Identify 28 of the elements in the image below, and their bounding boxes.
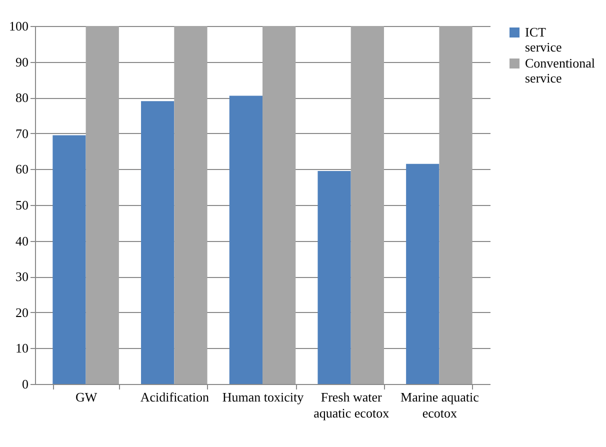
legend-label: ICT service [525, 24, 562, 54]
y-tick-label: 40 [16, 233, 28, 248]
x-tick-label: Human toxicity [222, 390, 304, 404]
bar [86, 26, 119, 384]
y-tick-label: 100 [9, 18, 28, 34]
x-tick-label: Marine aquatic ecotox [400, 390, 480, 420]
bar [318, 170, 351, 384]
y-tick-label: 50 [16, 198, 28, 212]
x-tick-label: GW [75, 390, 98, 404]
bar [174, 26, 208, 384]
x-tick-label: Acidification [140, 390, 210, 404]
bar [439, 26, 472, 384]
y-tick-label: 0 [22, 376, 28, 392]
y-tick-label: 80 [16, 90, 28, 106]
y-tick-label: 70 [16, 126, 28, 141]
bar [52, 135, 86, 384]
legend-label: Conventional service [525, 56, 596, 86]
bar [141, 101, 174, 384]
y-tick-label: 60 [16, 162, 28, 177]
y-tick-label: 10 [16, 340, 28, 356]
bar [262, 26, 296, 384]
bar [229, 96, 262, 384]
y-tick-label: 20 [16, 304, 28, 320]
y-tick-label: 90 [16, 54, 28, 70]
bar [350, 26, 384, 384]
bar [406, 164, 440, 384]
y-tick-label: 30 [16, 269, 28, 284]
x-tick-label: Fresh water aquatic ecotox [314, 390, 390, 420]
